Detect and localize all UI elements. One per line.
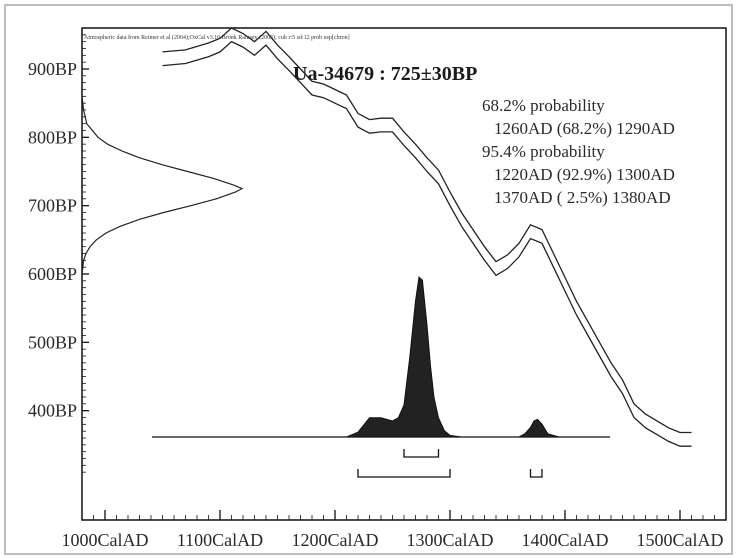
y-tick-label: 400BP bbox=[28, 401, 77, 421]
calibrated-distribution-area bbox=[346, 275, 560, 438]
x-tick-label: 1300CalAD bbox=[407, 530, 494, 550]
source-note: Atmospheric data from Reimer et al (2004… bbox=[84, 34, 350, 41]
probability-range-line: 1260AD (68.2%) 1290AD bbox=[494, 119, 675, 138]
calibration-curve-upper bbox=[162, 27, 692, 434]
plot-frame bbox=[81, 27, 727, 521]
y-tick-label: 500BP bbox=[28, 332, 77, 352]
probability-range-line: 1220AD (92.9%) 1300AD bbox=[494, 165, 675, 184]
radiocarbon-date-layer bbox=[81, 96, 244, 275]
range-brackets-layer bbox=[357, 449, 543, 478]
y-tick-label: 800BP bbox=[28, 127, 77, 147]
x-tick-label: 1500CalAD bbox=[637, 530, 724, 550]
y-tick-label: 900BP bbox=[28, 59, 77, 79]
radiocarbon-date-curve bbox=[81, 96, 244, 275]
calibration-curve-lower bbox=[162, 40, 692, 447]
probability-summary: 68.2% probability 1260AD (68.2%) 1290AD 95… bbox=[482, 96, 675, 207]
y-axis: 400BP 500BP 600BP 700BP 800BP 900BP bbox=[28, 34, 89, 473]
x-axis: 1000CalAD 1100CalAD 1200CalAD 1300CalAD 1400… bbox=[62, 510, 724, 550]
calibrated-distribution-layer bbox=[152, 275, 610, 438]
calibration-curve-layer bbox=[162, 27, 692, 447]
y-tick-label: 600BP bbox=[28, 264, 77, 284]
probability-header: 95.4% probability bbox=[482, 142, 605, 161]
probability-range-line: 1370AD ( 2.5%) 1380AD bbox=[494, 188, 671, 207]
probability-header: 68.2% probability bbox=[482, 96, 605, 115]
y-tick-label: 700BP bbox=[28, 196, 77, 216]
x-tick-label: 1100CalAD bbox=[177, 530, 263, 550]
x-tick-label: 1200CalAD bbox=[292, 530, 379, 550]
x-tick-label: 1000CalAD bbox=[62, 530, 149, 550]
outer-frame bbox=[4, 4, 733, 555]
range-95-bracket bbox=[529, 469, 543, 478]
range-68-bracket bbox=[403, 449, 440, 458]
chart-title: Ua-34679 : 725±30BP bbox=[293, 63, 477, 85]
x-tick-label: 1400CalAD bbox=[522, 530, 609, 550]
range-95-bracket bbox=[357, 469, 451, 478]
